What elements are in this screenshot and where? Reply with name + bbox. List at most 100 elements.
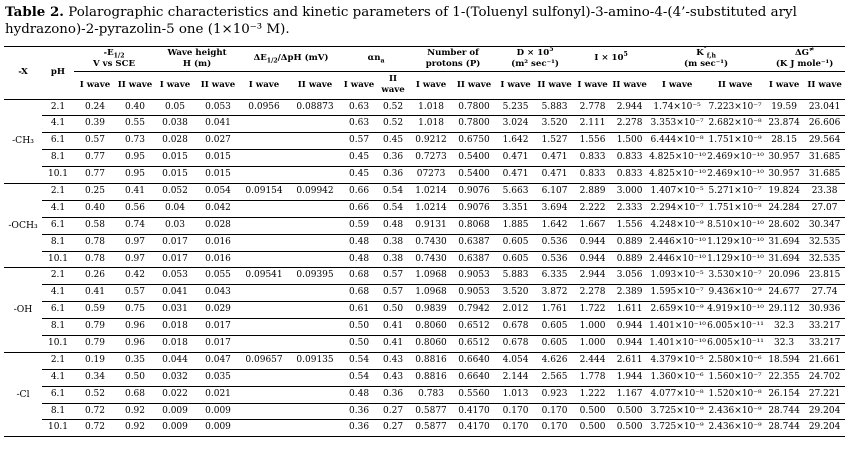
data-cell: 1.222 xyxy=(574,385,612,404)
col-group-label: D × 105 xyxy=(516,45,554,58)
data-cell xyxy=(240,166,289,184)
table-row: 8.1 0.72 0.92 0.009 0.009 0.36 0.27 0.5877 0.417… xyxy=(4,402,846,420)
col-group-unit: (m² sec⁻¹) xyxy=(511,59,559,70)
data-cell: 0.57 xyxy=(376,267,411,285)
data-cell: 6.444×10⁻⁸ xyxy=(648,132,707,150)
data-cell: 2.436×10⁻⁹ xyxy=(706,402,765,420)
data-cell: 5.271×10⁻⁷ xyxy=(706,182,765,201)
data-cell: 0.96 xyxy=(116,318,154,336)
data-cell: 0.170 xyxy=(535,402,575,420)
data-cell: 2.611 xyxy=(611,351,649,370)
col-subheader-wave-i: I wave xyxy=(74,71,116,100)
col-group-rate-constant: K°f,h (m sec⁻¹) xyxy=(648,46,765,73)
data-cell: 0.8060 xyxy=(410,335,453,353)
header-group-row: -X pH -E1/2 V vs SCE Wave height H (m) Δ… xyxy=(4,45,846,100)
data-cell: 33.217 xyxy=(804,318,846,336)
data-cell: 0.016 xyxy=(196,233,241,252)
data-cell: 32.3 xyxy=(764,318,805,336)
data-cell xyxy=(240,250,289,268)
data-cell: 31.694 xyxy=(764,233,805,252)
data-cell: 0.944 xyxy=(611,318,649,336)
col-group-delta-e-delta-ph: ΔE1/2/ΔpH (mV) xyxy=(240,46,343,73)
data-cell: 0.68 xyxy=(116,385,154,404)
data-cell: 4.054 xyxy=(496,351,536,370)
data-cell: 0.9053 xyxy=(452,284,497,302)
data-cell: 0.6387 xyxy=(452,233,497,252)
col-group-label: Wave height xyxy=(167,47,227,58)
data-cell: 2.294×10⁻⁷ xyxy=(648,199,707,218)
data-cell: 1.093×10⁻⁵ xyxy=(648,267,707,285)
ph-value: 10.1 xyxy=(42,419,74,437)
data-cell: 0.09395 xyxy=(288,267,343,285)
data-cell: 2.012 xyxy=(496,301,536,319)
data-cell: 0.54 xyxy=(342,351,377,370)
data-cell: 0.471 xyxy=(496,149,536,167)
col-subheader-wave-i: I wave xyxy=(574,71,612,100)
col-group-label: I × 105 xyxy=(594,51,628,64)
data-cell: 0.58 xyxy=(74,216,116,235)
data-cell xyxy=(288,402,343,420)
data-cell: 0.038 xyxy=(154,115,196,133)
ph-value: 6.1 xyxy=(42,216,74,235)
table-caption-label: Table 2. xyxy=(5,4,64,20)
data-cell xyxy=(288,115,343,133)
data-cell: 6.335 xyxy=(535,267,575,285)
data-cell: 2.682×10⁻⁸ xyxy=(706,115,765,133)
data-cell: 0.0956 xyxy=(240,98,289,116)
data-cell: 1.722 xyxy=(574,301,612,319)
data-cell: 0.9839 xyxy=(410,301,453,319)
data-cell: 29.112 xyxy=(764,301,805,319)
data-cell: 0.68 xyxy=(342,267,377,285)
data-cell: 0.022 xyxy=(154,385,196,404)
data-cell: 0.45 xyxy=(342,166,377,184)
data-cell xyxy=(240,402,289,420)
data-cell: 0.40 xyxy=(74,199,116,218)
data-cell: 1.000 xyxy=(574,335,612,353)
data-cell: 0.041 xyxy=(154,284,196,302)
data-cell: 1.0214 xyxy=(410,199,453,218)
data-cell: 1.751×10⁻⁸ xyxy=(706,199,765,218)
data-cell: 0.50 xyxy=(116,368,154,387)
data-cell: 0.536 xyxy=(535,250,575,268)
data-cell: 2.778 xyxy=(574,98,612,116)
col-subheader-wave-i: I wave xyxy=(496,71,536,100)
data-cell: 0.170 xyxy=(535,419,575,437)
data-cell: 0.77 xyxy=(74,149,116,167)
data-cell: 0.63 xyxy=(342,98,377,116)
col-subheader-wave-ii: II wave xyxy=(376,71,411,100)
data-cell: 1.401×10⁻¹⁰ xyxy=(648,318,707,336)
data-cell: 0.044 xyxy=(154,351,196,370)
data-cell: 0.833 xyxy=(574,166,612,184)
data-cell: 0.009 xyxy=(196,419,241,437)
data-cell: 1.74×10⁻⁵ xyxy=(648,98,707,116)
data-cell: 0.43 xyxy=(376,368,411,387)
data-cell: 1.129×10⁻¹⁰ xyxy=(706,233,765,252)
data-cell xyxy=(288,132,343,150)
data-cell: 0.500 xyxy=(611,419,649,437)
col-subheader-wave-i: I wave xyxy=(648,71,707,100)
col-group-unit: (K J mole⁻¹) xyxy=(775,59,834,70)
data-cell: 0.03 xyxy=(154,216,196,235)
data-cell: 0.75 xyxy=(116,301,154,319)
ph-value: 8.1 xyxy=(42,149,74,167)
data-cell: 0.48 xyxy=(342,385,377,404)
data-cell: 1.642 xyxy=(535,216,575,235)
col-subheader-wave-i: I wave xyxy=(764,71,805,100)
data-cell xyxy=(240,216,289,235)
data-cell: 0.95 xyxy=(116,166,154,184)
data-cell: 0.9131 xyxy=(410,216,453,235)
data-cell: 30.347 xyxy=(804,216,846,235)
data-cell: 2.222 xyxy=(574,199,612,218)
col-group-label: ΔG≠ xyxy=(794,45,815,58)
data-cell: 2.944 xyxy=(611,98,649,116)
data-cell: 8.510×10⁻¹⁰ xyxy=(706,216,765,235)
data-cell: 0.72 xyxy=(74,402,116,420)
data-cell: 0.9212 xyxy=(410,132,453,150)
data-cell: 0.009 xyxy=(196,402,241,420)
data-cell xyxy=(240,115,289,133)
data-cell xyxy=(288,166,343,184)
data-cell: 1.751×10⁻⁹ xyxy=(706,132,765,150)
table-row: 10.1 0.78 0.97 0.017 0.016 0.48 0.38 0.7430 0.63… xyxy=(4,250,846,268)
data-cell: 0.017 xyxy=(196,335,241,353)
data-cell: 24.702 xyxy=(804,368,846,387)
